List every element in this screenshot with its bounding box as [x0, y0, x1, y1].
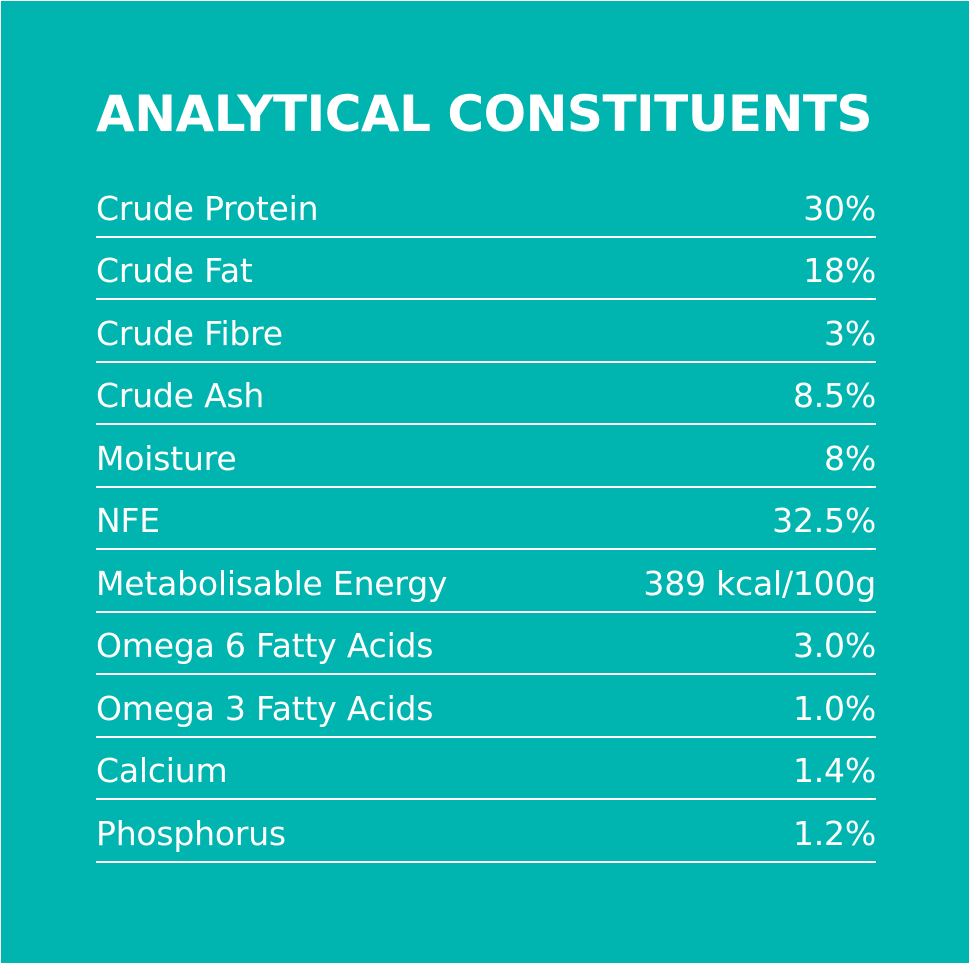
list-item: Metabolisable Energy 389 kcal/100g [96, 550, 876, 613]
constituent-value: 8% [824, 438, 876, 478]
list-item: NFE 32.5% [96, 488, 876, 550]
constituent-label: Crude Fat [96, 251, 253, 290]
panel-title: ANALYTICAL CONSTITUENTS [96, 85, 872, 143]
constituent-value: 389 kcal/100g [643, 563, 876, 603]
list-item: Crude Fibre 3% [96, 300, 876, 363]
constituent-label: Phosphorus [96, 813, 286, 853]
constituent-label: Metabolisable Energy [96, 563, 448, 603]
list-item: Omega 3 Fatty Acids 1.0% [96, 675, 876, 738]
constituent-value: 8.5% [792, 376, 876, 415]
constituent-label: Crude Fibre [96, 313, 283, 353]
list-item: Crude Ash 8.5% [96, 363, 876, 425]
constituent-value: 30% [803, 188, 876, 228]
constituent-value: 18% [803, 251, 876, 290]
constituent-value: 1.2% [792, 813, 876, 853]
constituents-list: Crude Protein 30% Crude Fat 18% Crude Fi… [96, 177, 876, 863]
constituent-label: Omega 6 Fatty Acids [96, 626, 434, 665]
constituent-label: Omega 3 Fatty Acids [96, 688, 434, 728]
constituent-label: Crude Ash [96, 376, 265, 415]
constituent-label: Crude Protein [96, 188, 319, 228]
list-item: Moisture 8% [96, 425, 876, 488]
list-item: Phosphorus 1.2% [96, 800, 876, 863]
list-item: Calcium 1.4% [96, 738, 876, 800]
constituent-label: Moisture [96, 438, 237, 478]
constituent-value: 1.4% [792, 751, 876, 790]
constituent-label: Calcium [96, 751, 228, 790]
constituent-value: 3% [824, 313, 876, 353]
list-item: Crude Fat 18% [96, 238, 876, 300]
constituent-value: 32.5% [772, 501, 876, 540]
constituent-value: 1.0% [792, 688, 876, 728]
list-item: Crude Protein 30% [96, 177, 876, 238]
constituent-value: 3.0% [792, 626, 876, 665]
list-item: Omega 6 Fatty Acids 3.0% [96, 613, 876, 675]
constituent-label: NFE [96, 501, 160, 540]
